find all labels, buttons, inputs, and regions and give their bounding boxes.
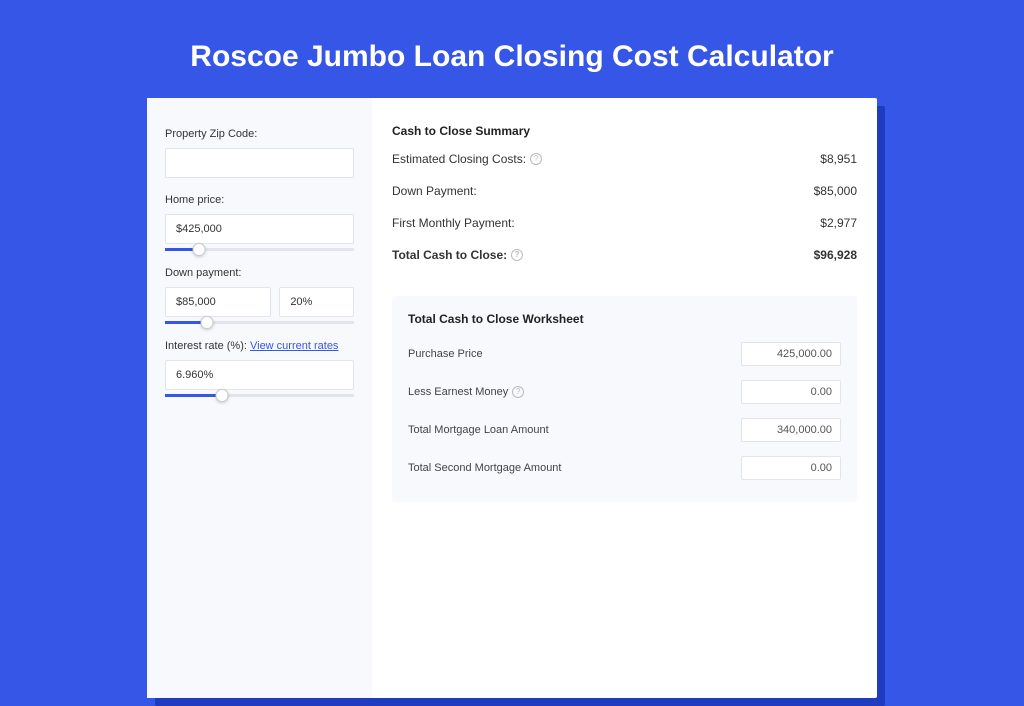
summary-row-label: First Monthly Payment: (392, 216, 515, 230)
summary-row-value: $2,977 (820, 216, 857, 230)
down-payment-slider[interactable] (165, 321, 354, 324)
help-icon[interactable]: ? (530, 153, 542, 165)
home-price-label: Home price: (165, 194, 354, 206)
field-down-payment: Down payment: (165, 267, 354, 324)
worksheet-row-input[interactable] (741, 342, 841, 366)
calculator-card: Property Zip Code: Home price: Down paym… (147, 98, 877, 698)
zip-input[interactable] (165, 148, 354, 178)
help-icon[interactable]: ? (512, 386, 524, 398)
down-payment-input[interactable] (165, 287, 271, 317)
summary-row: Total Cash to Close:? $96,928 (392, 248, 857, 280)
worksheet-row-label: Purchase Price (408, 348, 483, 360)
worksheet-title: Total Cash to Close Worksheet (408, 312, 841, 326)
field-home-price: Home price: (165, 194, 354, 251)
worksheet-row: Less Earnest Money? (408, 380, 841, 404)
summary-row-value: $96,928 (814, 248, 857, 262)
worksheet-card: Total Cash to Close Worksheet Purchase P… (392, 296, 857, 502)
summary-row-label: Estimated Closing Costs:? (392, 152, 542, 166)
summary-row-value: $85,000 (814, 184, 857, 198)
down-payment-pct-input[interactable] (279, 287, 354, 317)
interest-rate-input[interactable] (165, 360, 354, 390)
interest-rate-slider[interactable] (165, 394, 354, 397)
summary-row-label: Down Payment: (392, 184, 477, 198)
zip-label: Property Zip Code: (165, 128, 354, 140)
help-icon[interactable]: ? (511, 249, 523, 261)
worksheet-rows: Purchase Price Less Earnest Money? Total M… (408, 342, 841, 480)
worksheet-row-label: Total Second Mortgage Amount (408, 462, 561, 474)
worksheet-row-input[interactable] (741, 456, 841, 480)
worksheet-row: Total Mortgage Loan Amount (408, 418, 841, 442)
worksheet-row: Total Second Mortgage Amount (408, 456, 841, 480)
page-title: Roscoe Jumbo Loan Closing Cost Calculato… (0, 0, 1024, 98)
inputs-panel: Property Zip Code: Home price: Down paym… (147, 98, 372, 698)
field-interest-rate: Interest rate (%): View current rates (165, 340, 354, 397)
down-payment-label: Down payment: (165, 267, 354, 279)
home-price-slider[interactable] (165, 248, 354, 251)
interest-rate-label-text: Interest rate (%): (165, 340, 250, 352)
view-rates-link[interactable]: View current rates (250, 340, 338, 352)
summary-rows: Estimated Closing Costs:? $8,951 Down Paym… (392, 152, 857, 280)
field-zip: Property Zip Code: (165, 128, 354, 178)
summary-row: Estimated Closing Costs:? $8,951 (392, 152, 857, 184)
worksheet-row: Purchase Price (408, 342, 841, 366)
worksheet-row-label: Less Earnest Money? (408, 386, 524, 398)
summary-row-value: $8,951 (820, 152, 857, 166)
results-panel: Cash to Close Summary Estimated Closing … (372, 98, 877, 698)
interest-rate-label: Interest rate (%): View current rates (165, 340, 354, 352)
summary-row: First Monthly Payment: $2,977 (392, 216, 857, 248)
worksheet-row-input[interactable] (741, 418, 841, 442)
worksheet-row-input[interactable] (741, 380, 841, 404)
home-price-input[interactable] (165, 214, 354, 244)
summary-row: Down Payment: $85,000 (392, 184, 857, 216)
worksheet-row-label: Total Mortgage Loan Amount (408, 424, 549, 436)
summary-card: Cash to Close Summary Estimated Closing … (392, 118, 857, 280)
summary-row-label: Total Cash to Close:? (392, 248, 523, 262)
summary-title: Cash to Close Summary (392, 118, 857, 152)
